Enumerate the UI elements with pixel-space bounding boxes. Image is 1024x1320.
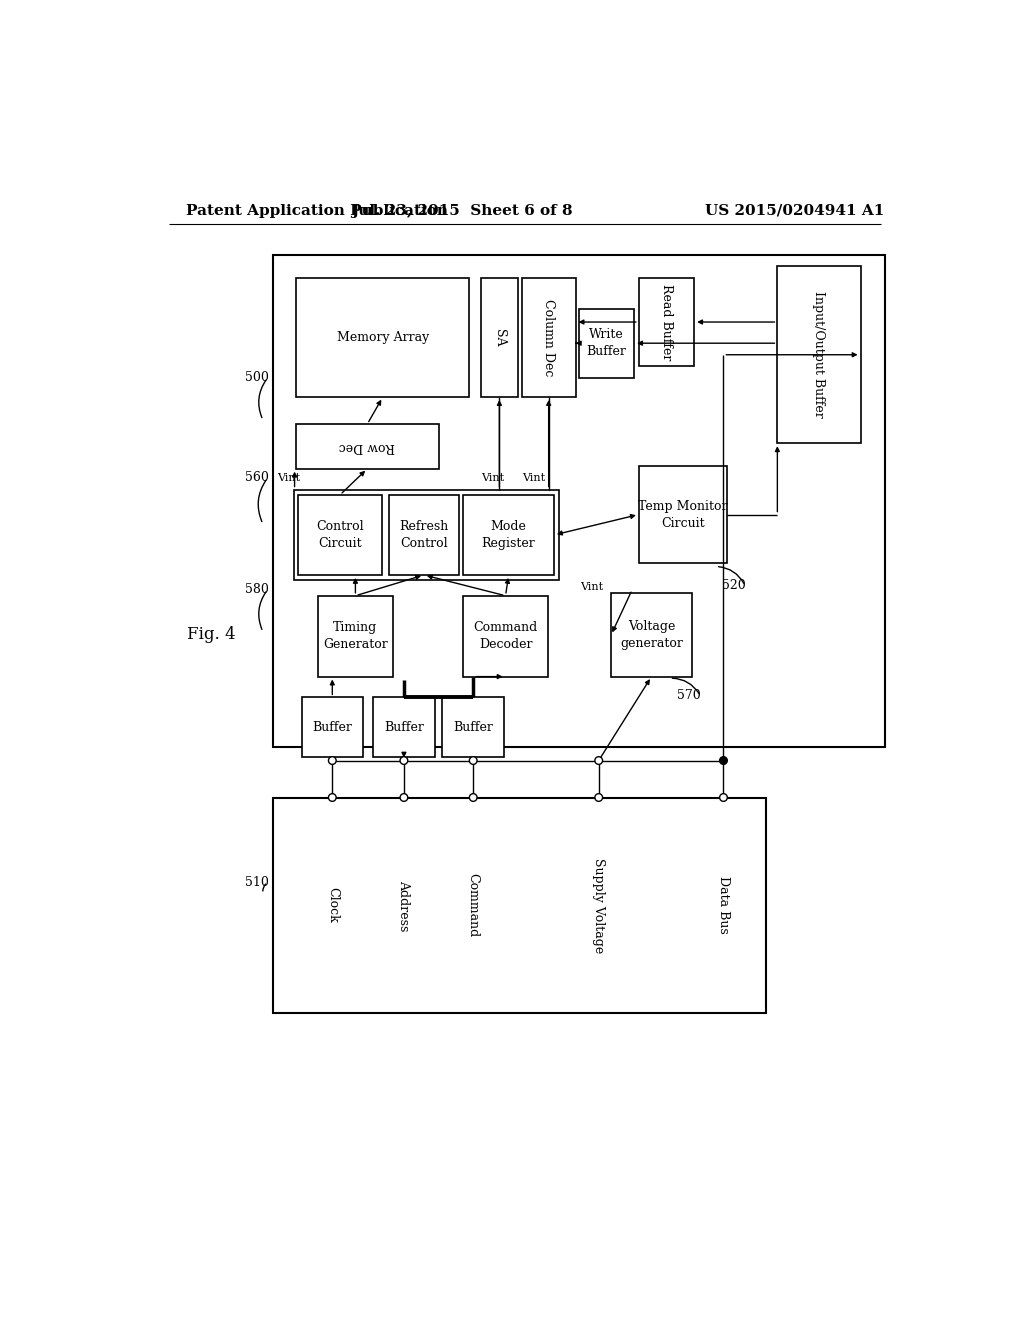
Text: Input/Output Buffer: Input/Output Buffer xyxy=(812,292,825,418)
Text: 580: 580 xyxy=(245,583,268,597)
Text: 500: 500 xyxy=(245,371,268,384)
Bar xyxy=(463,495,554,576)
Text: Buffer: Buffer xyxy=(312,721,352,734)
Text: 570: 570 xyxy=(677,689,701,702)
Text: 560: 560 xyxy=(245,471,268,484)
Bar xyxy=(301,697,364,758)
Circle shape xyxy=(720,756,727,764)
Bar xyxy=(481,277,518,397)
Text: Mode
Register: Mode Register xyxy=(481,520,536,550)
Text: Data Bus: Data Bus xyxy=(717,876,730,935)
Bar xyxy=(777,267,860,444)
Text: SA: SA xyxy=(493,329,506,346)
Circle shape xyxy=(329,756,336,764)
Text: Buffer: Buffer xyxy=(454,721,494,734)
Text: Clock: Clock xyxy=(326,887,339,923)
Text: Supply Voltage: Supply Voltage xyxy=(592,858,605,953)
Circle shape xyxy=(720,793,727,801)
Bar xyxy=(296,277,469,397)
Text: Vint: Vint xyxy=(521,473,545,483)
Text: Row Dec: Row Dec xyxy=(339,440,395,453)
Bar xyxy=(442,697,504,758)
Bar xyxy=(388,495,460,576)
Text: Memory Array: Memory Array xyxy=(337,331,429,345)
Circle shape xyxy=(595,756,602,764)
Bar xyxy=(317,595,393,677)
Text: 510: 510 xyxy=(245,875,268,888)
Text: Vint: Vint xyxy=(581,582,603,593)
Text: Timing
Generator: Timing Generator xyxy=(323,622,388,651)
Text: Jul. 23, 2015  Sheet 6 of 8: Jul. 23, 2015 Sheet 6 of 8 xyxy=(351,203,572,218)
Bar xyxy=(273,255,885,747)
Circle shape xyxy=(595,793,602,801)
Text: US 2015/0204941 A1: US 2015/0204941 A1 xyxy=(705,203,884,218)
Text: Column Dec: Column Dec xyxy=(542,298,555,376)
Text: Refresh
Control: Refresh Control xyxy=(399,520,449,550)
Circle shape xyxy=(469,756,477,764)
Text: Vint: Vint xyxy=(276,473,300,483)
Bar xyxy=(611,594,692,677)
Bar xyxy=(639,466,727,562)
Text: Read Buffer: Read Buffer xyxy=(660,284,673,360)
Circle shape xyxy=(329,793,336,801)
Circle shape xyxy=(469,793,477,801)
Text: Voltage
generator: Voltage generator xyxy=(620,620,683,649)
Text: Control
Circuit: Control Circuit xyxy=(316,520,364,550)
Bar xyxy=(579,309,634,378)
Circle shape xyxy=(400,756,408,764)
Text: Temp Monitor
Circuit: Temp Monitor Circuit xyxy=(638,499,728,529)
Bar xyxy=(373,697,435,758)
Text: Command: Command xyxy=(467,873,479,937)
Text: Fig. 4: Fig. 4 xyxy=(187,626,236,643)
Text: 520: 520 xyxy=(722,579,745,593)
Text: Vint: Vint xyxy=(481,473,504,483)
Bar xyxy=(639,277,694,367)
Bar xyxy=(273,797,766,1014)
Bar xyxy=(521,277,575,397)
Bar xyxy=(463,595,548,677)
Text: Buffer: Buffer xyxy=(384,721,424,734)
Text: Command
Decoder: Command Decoder xyxy=(473,622,538,651)
Bar xyxy=(298,495,382,576)
Circle shape xyxy=(400,793,408,801)
Text: Patent Application Publication: Patent Application Publication xyxy=(186,203,449,218)
Text: Address: Address xyxy=(397,879,411,931)
Text: Write
Buffer: Write Buffer xyxy=(587,329,627,358)
Bar xyxy=(296,424,438,469)
Bar xyxy=(294,490,559,581)
